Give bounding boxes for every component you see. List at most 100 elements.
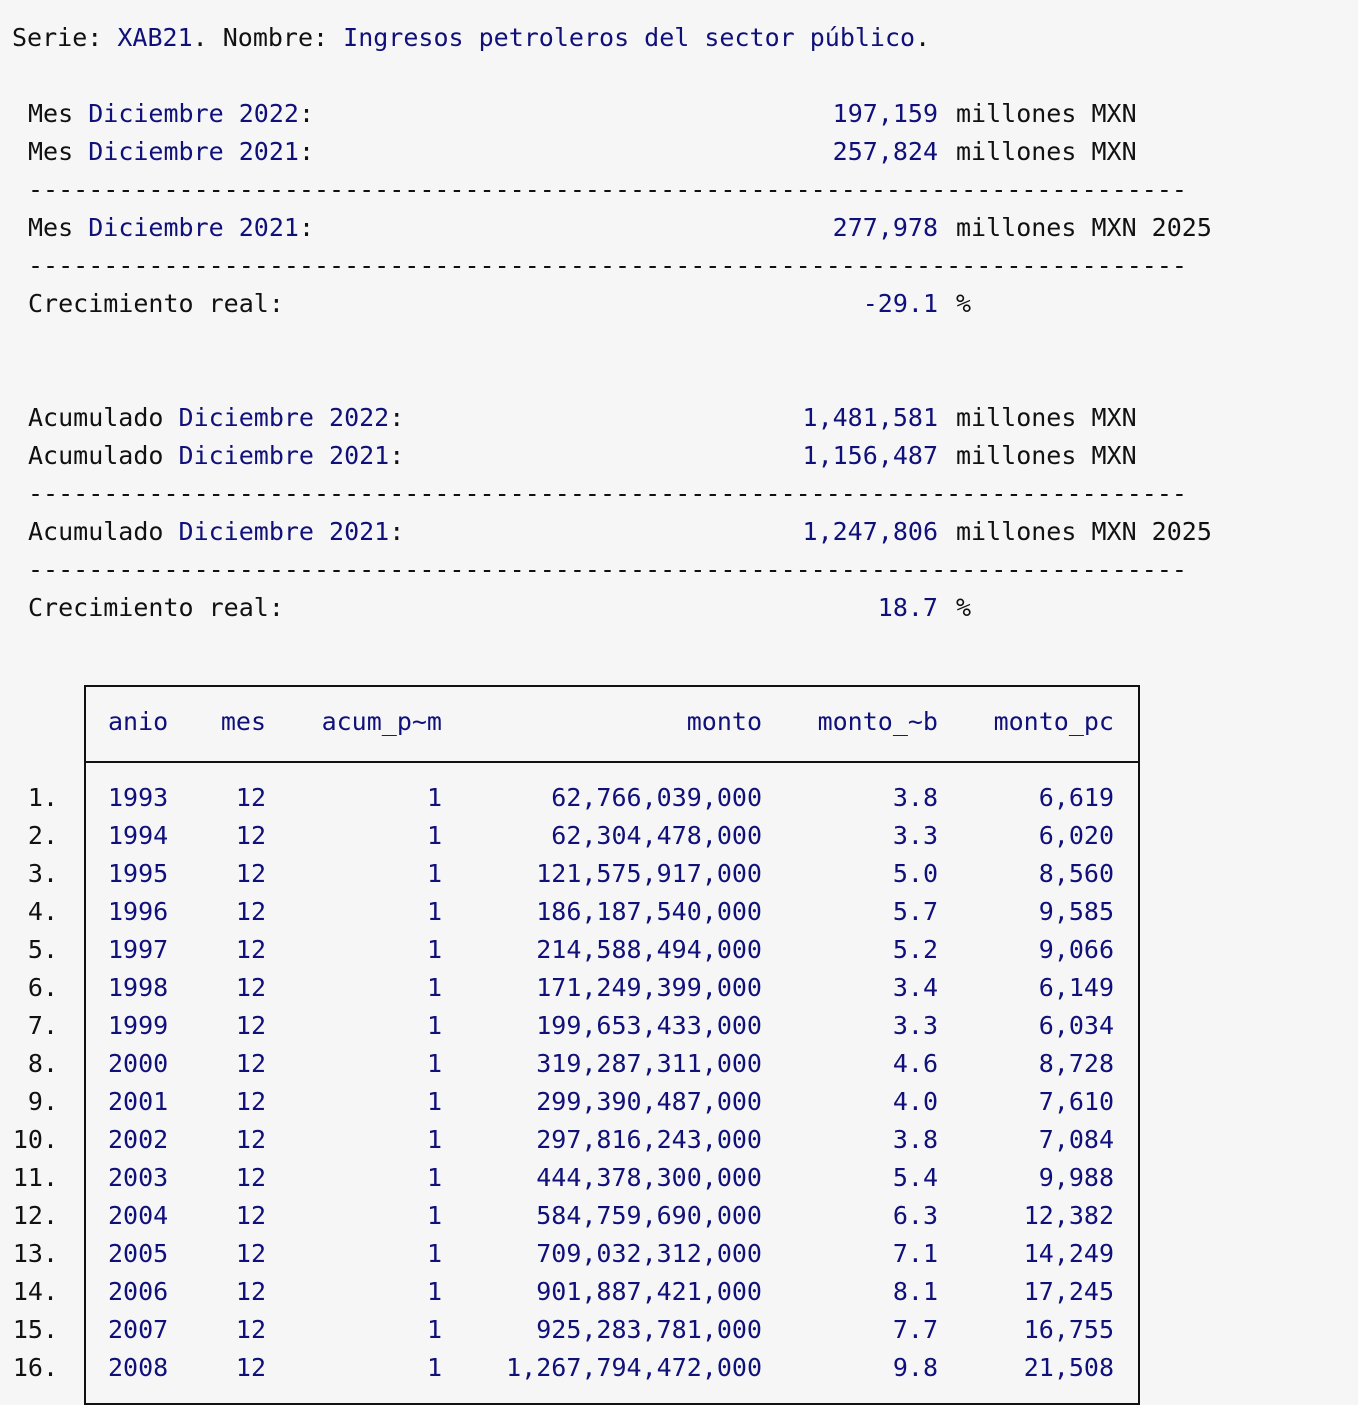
table-cell: 5.4 (892, 1163, 938, 1192)
table-cell: 8,560 (1038, 859, 1114, 888)
table-cell: 2006 (108, 1277, 169, 1306)
table-cell: 3.3 (892, 1011, 938, 1040)
table-cell: 1 (426, 1011, 442, 1040)
separator-line: ----------------------------------------… (28, 555, 1187, 584)
table-cell: 3.3 (892, 821, 938, 850)
row-number: 7. (27, 1011, 58, 1040)
mes-row-1-label: Mes Diciembre 2022: (28, 99, 314, 128)
serie-name: Ingresos petroleros del sector público (343, 23, 916, 52)
table-cell: 1 (426, 897, 442, 926)
column-header-monto: monto (686, 707, 762, 736)
table-cell: 2002 (108, 1125, 169, 1154)
table-cell: 12 (235, 897, 266, 926)
table-cell: 21,508 (1023, 1353, 1114, 1382)
row-number: 1. (27, 783, 58, 812)
table-cell: 62,304,478,000 (551, 821, 762, 850)
table-cell: 1 (426, 973, 442, 1002)
row-number: 13. (12, 1239, 58, 1268)
table-cell: 2001 (108, 1087, 169, 1116)
acum-row-3-label: Acumulado Diciembre 2021: (28, 517, 405, 546)
table-cell: 214,588,494,000 (536, 935, 762, 964)
table-header-divider (84, 761, 1140, 763)
table-cell: 2000 (108, 1049, 169, 1078)
table-cell: 9.8 (892, 1353, 938, 1382)
table-cell: 584,759,690,000 (536, 1201, 762, 1230)
mes-row-1-unit: millones MXN (956, 99, 1137, 128)
table-cell: 6,034 (1038, 1011, 1114, 1040)
column-header-anio: anio (108, 707, 169, 736)
table-cell: 12 (235, 1049, 266, 1078)
table-cell: 2003 (108, 1163, 169, 1192)
table-cell: 12 (235, 935, 266, 964)
table-cell: 8.1 (892, 1277, 938, 1306)
table-cell: 16,755 (1023, 1315, 1114, 1344)
acum-row-1-label: Acumulado Diciembre 2022: (28, 403, 405, 432)
table-cell: 1997 (108, 935, 169, 964)
acum-row-2-value: 1,156,487 (802, 441, 938, 470)
table-cell: 12 (235, 973, 266, 1002)
table-cell: 1 (426, 1277, 442, 1306)
table-cell: 199,653,433,000 (536, 1011, 762, 1040)
row-number: 15. (12, 1315, 58, 1344)
column-header-mes: mes (220, 707, 266, 736)
table-cell: 6,020 (1038, 821, 1114, 850)
acum-growth-value: 18.7 (877, 593, 938, 622)
table-cell: 12 (235, 1163, 266, 1192)
acum-row-3-value: 1,247,806 (802, 517, 938, 546)
column-header-acum-p-m: acum_p~m (321, 707, 442, 736)
table-cell: 9,988 (1038, 1163, 1114, 1192)
table-cell: 7.7 (892, 1315, 938, 1344)
nombre-label: . Nombre: (192, 23, 344, 52)
acum-row-2-label: Acumulado Diciembre 2021: (28, 441, 405, 470)
table-cell: 1999 (108, 1011, 169, 1040)
table-cell: 1 (426, 1353, 442, 1382)
table-cell: 12 (235, 1315, 266, 1344)
table-cell: 1 (426, 1201, 442, 1230)
table-cell: 1,267,794,472,000 (506, 1353, 762, 1382)
acum-row-3-unit: millones MXN 2025 (956, 517, 1212, 546)
table-cell: 1 (426, 935, 442, 964)
table-cell: 1995 (108, 859, 169, 888)
row-number: 4. (27, 897, 58, 926)
table-cell: 297,816,243,000 (536, 1125, 762, 1154)
table-cell: 17,245 (1023, 1277, 1114, 1306)
table-cell: 1 (426, 821, 442, 850)
mes-row-3-unit: millones MXN 2025 (956, 213, 1212, 242)
mes-growth-unit: % (956, 289, 972, 318)
row-number: 6. (27, 973, 58, 1002)
table-cell: 9,066 (1038, 935, 1114, 964)
table-cell: 2004 (108, 1201, 169, 1230)
table-cell: 62,766,039,000 (551, 783, 762, 812)
acum-row-1-value: 1,481,581 (802, 403, 938, 432)
table-cell: 6.3 (892, 1201, 938, 1230)
table-cell: 2008 (108, 1353, 169, 1382)
row-number: 11. (12, 1163, 58, 1192)
table-cell: 186,187,540,000 (536, 897, 762, 926)
table-cell: 4.0 (892, 1087, 938, 1116)
table-cell: 4.6 (892, 1049, 938, 1078)
mes-row-2-value: 257,824 (832, 137, 938, 166)
row-number: 14. (12, 1277, 58, 1306)
table-cell: 901,887,421,000 (536, 1277, 762, 1306)
table-cell: 12 (235, 1239, 266, 1268)
mes-growth-value: -29.1 (862, 289, 938, 318)
row-number: 3. (27, 859, 58, 888)
serie-end: . (915, 23, 931, 52)
table-cell: 2005 (108, 1239, 169, 1268)
acum-row-2-unit: millones MXN (956, 441, 1137, 470)
serie-code: XAB21 (117, 23, 193, 52)
table-cell: 121,575,917,000 (536, 859, 762, 888)
mes-row-3-label: Mes Diciembre 2021: (28, 213, 314, 242)
table-cell: 8,728 (1038, 1049, 1114, 1078)
table-cell: 7,084 (1038, 1125, 1114, 1154)
table-cell: 5.2 (892, 935, 938, 964)
column-header-monto-pc: monto_pc (993, 707, 1114, 736)
row-number: 8. (27, 1049, 58, 1078)
table-cell: 12 (235, 1201, 266, 1230)
acum-row-1-unit: millones MXN (956, 403, 1137, 432)
table-cell: 1 (426, 1163, 442, 1192)
table-cell: 3.8 (892, 783, 938, 812)
table-cell: 709,032,312,000 (536, 1239, 762, 1268)
serie-line: Serie: XAB21. Nombre: Ingresos petrolero… (12, 19, 930, 57)
table-cell: 299,390,487,000 (536, 1087, 762, 1116)
